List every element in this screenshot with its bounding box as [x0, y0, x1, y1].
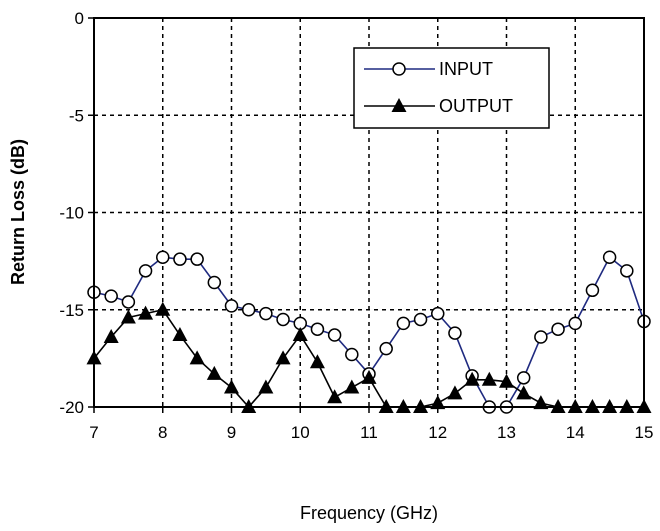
data-point-input: [431, 306, 445, 321]
data-point-input: [551, 322, 565, 336]
legend-input-marker: [392, 62, 406, 76]
x-tick-label: 7: [89, 423, 98, 442]
data-point-input: [620, 264, 634, 278]
x-tick-label: 10: [291, 423, 310, 442]
data-point-input: [327, 328, 342, 342]
data-point-input: [396, 316, 411, 331]
data-point-input: [104, 289, 118, 303]
data-point-input: [602, 250, 617, 264]
x-tick-label: 9: [227, 423, 236, 442]
data-point-input: [259, 306, 273, 321]
data-point-output: [292, 327, 308, 342]
x-tick-label: 12: [428, 423, 447, 442]
data-point-input: [585, 283, 600, 298]
data-point-input: [345, 347, 359, 362]
data-point-output: [258, 379, 274, 394]
y-tick-label: -15: [59, 301, 84, 320]
legend-output-marker: [391, 98, 407, 112]
data-point-input: [534, 330, 548, 344]
x-axis-label: Frequency (GHz): [300, 503, 438, 523]
data-point-output: [533, 395, 549, 410]
data-point-output: [344, 379, 360, 394]
data-point-output: [309, 354, 325, 369]
y-tick-label: -20: [59, 398, 84, 417]
y-tick-label: 0: [75, 9, 84, 28]
data-point-output: [481, 371, 497, 386]
data-point-input: [276, 312, 290, 327]
y-axis-label: Return Loss (dB): [8, 139, 28, 285]
data-point-input: [224, 299, 239, 313]
data-point-input: [413, 312, 428, 327]
data-point-input: [190, 252, 204, 266]
x-tick-label: 14: [566, 423, 585, 442]
data-point-output: [447, 385, 463, 400]
data-point-output: [275, 350, 291, 365]
data-point-input: [173, 252, 187, 266]
x-tick-label: 11: [360, 423, 378, 442]
y-tick-label: -5: [69, 106, 84, 125]
x-tick-label: 13: [497, 423, 516, 442]
data-point-output: [138, 305, 154, 320]
data-point-input: [379, 341, 393, 356]
data-point-input: [156, 250, 170, 264]
data-point-output: [172, 327, 188, 342]
series-input: [87, 250, 651, 414]
data-point-output: [516, 385, 532, 400]
data-point-output: [155, 301, 171, 316]
data-point-output: [206, 365, 222, 380]
data-point-output: [430, 395, 446, 410]
data-point-input: [310, 322, 325, 336]
data-point-input: [516, 371, 531, 385]
plot-frame: [93, 17, 645, 408]
data-point-input: [207, 275, 222, 290]
data-point-output: [499, 373, 514, 388]
legend-input-label: INPUT: [439, 59, 493, 79]
data-point-output: [120, 309, 136, 324]
x-tick-label: 15: [635, 423, 654, 442]
data-point-output: [224, 379, 239, 394]
data-point-input: [568, 316, 582, 331]
x-tick-label: 8: [158, 423, 167, 442]
data-point-input: [241, 303, 256, 317]
data-point-output: [464, 371, 480, 386]
data-point-input: [448, 326, 462, 340]
data-point-input: [121, 295, 136, 309]
data-point-output: [361, 369, 377, 384]
data-point-output: [189, 350, 205, 365]
y-tick-label: -10: [59, 204, 84, 223]
legend-output-label: OUTPUT: [439, 96, 513, 116]
legend-box: [353, 47, 550, 129]
legend: INPUT OUTPUT: [353, 47, 550, 129]
data-point-input: [138, 264, 153, 278]
data-point-output: [103, 328, 119, 343]
data-point-output: [327, 389, 343, 404]
